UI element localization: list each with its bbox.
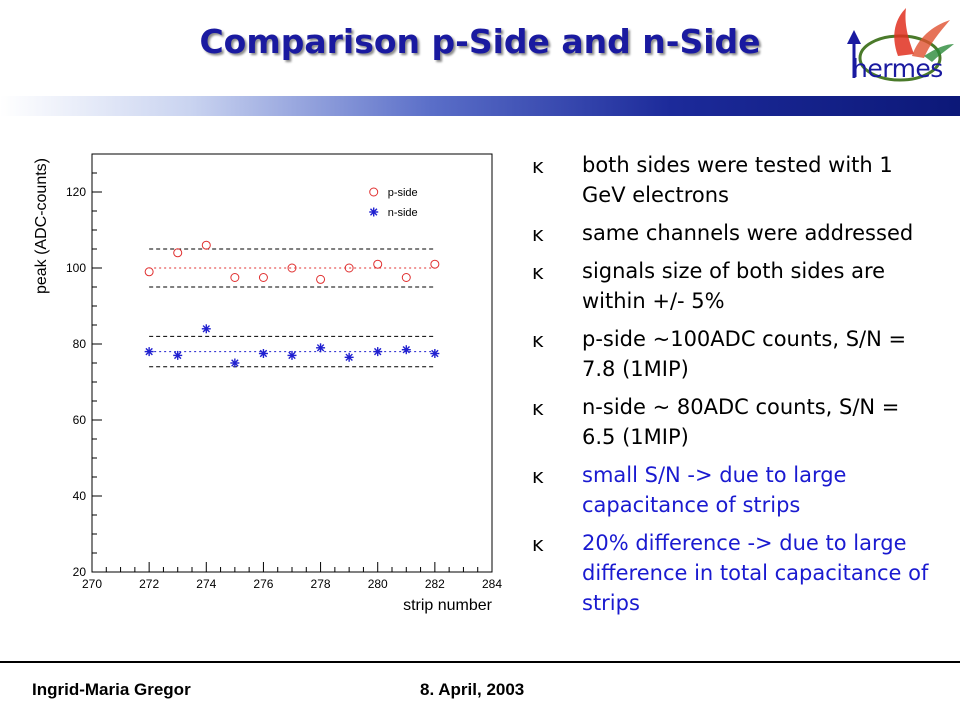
y-tick-label: 60	[73, 413, 87, 427]
bullet-marker-icon: ĸ	[532, 396, 544, 420]
footer-date: 8. April, 2003	[420, 680, 525, 699]
p-side-point	[287, 263, 297, 273]
footer-divider	[0, 661, 960, 663]
title-underline-band	[0, 96, 960, 116]
scatter-chart: 270 272 274 276 278 280 282 284 20 40 60 80 100 120 st…	[33, 153, 502, 614]
p-side-point	[258, 273, 268, 282]
legend-marker	[369, 187, 379, 197]
hermes-logo-icon	[847, 8, 954, 82]
bullet-item: ĸ same channels were addressed	[532, 218, 932, 248]
n-side-point	[201, 324, 211, 334]
y-tick-label: 40	[73, 489, 87, 503]
x-tick-label: 284	[482, 577, 502, 591]
footer-author: Ingrid-Maria Gregor	[32, 680, 191, 699]
p-side-point	[230, 273, 240, 282]
legend-label: p-side	[388, 187, 418, 199]
n-side-point	[144, 347, 154, 357]
bullet-marker-icon: ĸ	[532, 154, 544, 178]
p-side-point	[144, 267, 154, 277]
bullet-text: small S/N -> due to large capacitance of…	[582, 463, 847, 517]
legend-label: n-side	[388, 207, 418, 219]
logo-text: hermes	[852, 54, 943, 83]
p-side-point	[373, 259, 383, 269]
n-side-point	[344, 352, 354, 362]
bullet-text: n-side ~ 80ADC counts, S/N = 6.5 (1MIP)	[582, 395, 900, 449]
x-tick-label: 272	[139, 577, 159, 591]
bullet-item: ĸ p-side ~100ADC counts, S/N = 7.8 (1MIP)	[532, 324, 932, 384]
n-side-point	[430, 349, 440, 358]
n-side-point	[373, 347, 383, 357]
bullet-marker-icon: ĸ	[532, 260, 544, 284]
bullet-item: ĸ small S/N -> due to large capacitance o…	[532, 460, 932, 520]
bullet-list: ĸ both sides were tested with 1 GeV elect…	[532, 150, 932, 626]
bullet-item: ĸ 20% difference -> due to large differen…	[532, 528, 932, 618]
p-side-point	[201, 240, 211, 250]
bullet-marker-icon: ĸ	[532, 222, 544, 246]
p-side-point	[430, 259, 440, 269]
y-tick-label: 20	[73, 565, 87, 579]
x-tick-label: 276	[253, 577, 273, 591]
y-tick-label: 120	[66, 185, 86, 199]
x-axis-label: strip number	[403, 597, 493, 614]
legend-marker	[369, 207, 379, 217]
p-side-point	[316, 274, 326, 284]
bullet-text: p-side ~100ADC counts, S/N = 7.8 (1MIP)	[582, 327, 907, 381]
x-tick-label: 274	[196, 577, 216, 591]
p-side-point	[173, 248, 183, 258]
bullet-marker-icon: ĸ	[532, 532, 544, 556]
y-tick-label: 100	[66, 261, 86, 275]
n-side-point	[230, 358, 240, 368]
x-tick-label: 270	[82, 577, 102, 591]
bullet-marker-icon: ĸ	[532, 328, 544, 352]
x-tick-label: 280	[368, 577, 388, 591]
bullet-text: 20% difference -> due to large differenc…	[582, 531, 929, 615]
bullet-item: ĸ n-side ~ 80ADC counts, S/N = 6.5 (1MIP)	[532, 392, 932, 452]
bullet-marker-icon: ĸ	[532, 464, 544, 488]
y-tick-label: 80	[73, 337, 87, 351]
p-side-point	[401, 273, 411, 282]
bullet-text: both sides were tested with 1 GeV electr…	[582, 153, 893, 207]
p-side-point	[344, 263, 354, 273]
slide-title: Comparison p-Side and n-Side	[199, 22, 761, 61]
bullet-text: signals size of both sides are within +/…	[582, 259, 886, 313]
x-tick-label: 282	[425, 577, 445, 591]
bullet-text: same channels were addressed	[582, 221, 914, 245]
x-tick-label: 278	[311, 577, 331, 591]
n-side-point	[258, 349, 268, 358]
n-side-point	[287, 350, 297, 360]
bullet-item: ĸ both sides were tested with 1 GeV elect…	[532, 150, 932, 210]
plot-frame	[91, 153, 493, 573]
y-axis-label: peak (ADC-counts)	[33, 158, 50, 294]
n-side-point	[316, 343, 326, 353]
n-side-point	[401, 345, 411, 355]
n-side-point	[173, 350, 183, 360]
bullet-item: ĸ signals size of both sides are within +…	[532, 256, 932, 316]
